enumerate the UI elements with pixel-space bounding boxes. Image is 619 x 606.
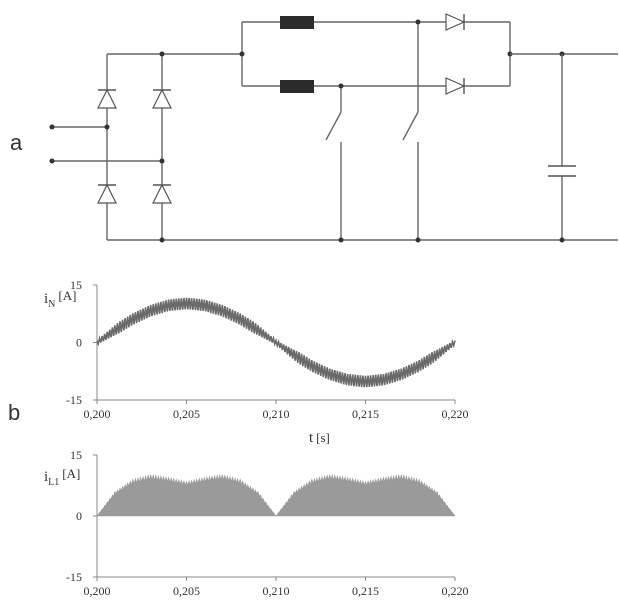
x-tick-label: 0,215 [352, 407, 379, 421]
inductor-l2 [280, 80, 314, 93]
x-tick-label: 0,205 [173, 584, 200, 598]
diode-bridge-bottom-left [97, 183, 117, 204]
y-axis-title: iN[A] [44, 288, 76, 310]
y-axis-title: iL1[A] [44, 466, 80, 488]
plot-input-current: 0,200 0,205 0,210 0,215 0,220 15 0 -15 iN[A] t[… [44, 278, 469, 446]
diode-output-bottom [445, 77, 466, 95]
series-area [96, 473, 456, 517]
y-tick-label: 0 [76, 336, 82, 350]
axis-ticks: 0,200 0,205 0,210 0,215 0,220 15 0 -15 [66, 278, 469, 421]
node-branch-split [239, 51, 245, 57]
x-tick-label: 0,220 [442, 407, 469, 421]
x-tick-label: 0,200 [84, 584, 111, 598]
diode-bridge-top-left [97, 88, 117, 109]
diode-bridge-bottom-right [152, 183, 172, 204]
x-axis-title: t [s] [309, 430, 330, 446]
switch-1-contact [402, 111, 419, 141]
diode-bridge-top-right [152, 88, 172, 109]
node-switch-2-top [338, 83, 344, 89]
y-tick-label: -15 [66, 570, 82, 584]
y-tick-label: 15 [70, 448, 82, 462]
y-tick-label: 15 [70, 278, 82, 292]
series-line [96, 297, 456, 388]
node-bridge-top [159, 51, 165, 57]
node-capacitor-bottom [559, 237, 565, 243]
diode-output-top [445, 13, 466, 31]
axis-ticks: 0,200 0,205 0,210 0,215 0,220 15 0 -15 [66, 448, 469, 598]
node-bridge-left-mid [104, 124, 110, 130]
node-bridge-bottom [159, 237, 165, 243]
x-tick-label: 0,210 [263, 584, 290, 598]
node-switch-1-bottom [415, 237, 421, 243]
x-tick-label: 0,200 [84, 407, 111, 421]
node-switch-1-top [415, 19, 421, 25]
x-tick-label: 0,220 [442, 584, 469, 598]
input-terminal-1 [49, 124, 55, 130]
panel-label-b: b [8, 400, 20, 425]
panel-label-a: a [10, 130, 23, 155]
switch-2-contact [325, 111, 342, 141]
y-tick-label: -15 [66, 393, 82, 407]
inductor-l1 [280, 16, 314, 29]
x-tick-label: 0,205 [173, 407, 200, 421]
input-terminal-2 [49, 158, 55, 164]
plot-inductor-current: 0,200 0,205 0,210 0,215 0,220 15 0 -15 iL1[A] [44, 448, 469, 598]
x-tick-label: 0,210 [263, 407, 290, 421]
circuit-schematic: a [10, 13, 618, 243]
node-bridge-right-mid [159, 158, 165, 164]
x-tick-label: 0,215 [352, 584, 379, 598]
node-switch-2-bottom [338, 237, 344, 243]
y-tick-label: 0 [76, 509, 82, 523]
